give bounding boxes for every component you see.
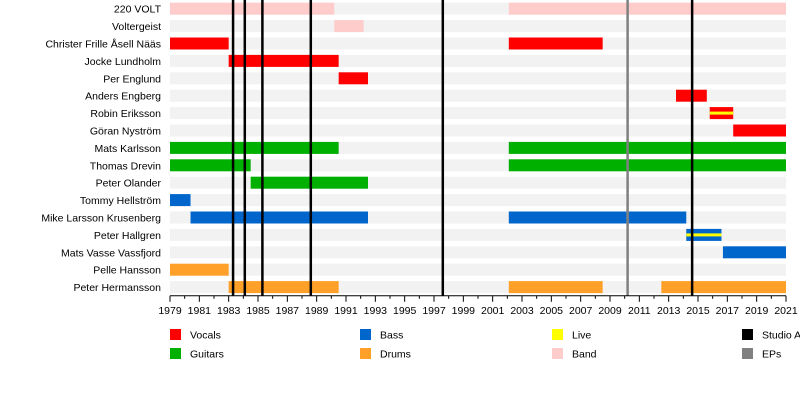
x-tick-label: 1997 [422, 305, 446, 317]
legend-swatch [170, 348, 181, 359]
x-tick-label: 1981 [188, 305, 212, 317]
row-background [170, 194, 786, 207]
member-label: Robin Eriksson [90, 108, 161, 120]
member-label: Peter Hallgren [94, 230, 161, 242]
row-background [170, 20, 786, 33]
x-tick-label: 1983 [217, 305, 241, 317]
member-bar [661, 281, 786, 294]
member-bar [508, 159, 786, 172]
legend: Vocals Guitars Bass Drums Live Band Studio A EP… [170, 329, 800, 361]
member-label: Göran Nyström [90, 126, 161, 138]
member-bar [508, 37, 603, 50]
legend-label: Guitars [190, 349, 224, 361]
member-label: Per Englund [103, 73, 161, 85]
legend-swatch [360, 348, 371, 359]
x-tick-label: 2007 [569, 305, 593, 317]
member-label: Mats Vasse Vassfjord [61, 247, 161, 259]
member-bar [722, 246, 786, 259]
row-background [170, 37, 786, 50]
member-bar [170, 2, 335, 15]
legend-label: Band [572, 349, 597, 361]
x-tick-label: 1995 [393, 305, 417, 317]
legend-label: Drums [380, 349, 411, 361]
legend-label: Vocals [190, 330, 221, 342]
release-lines [231, 0, 694, 296]
legend-label: Studio A [762, 330, 800, 342]
member-bar [190, 211, 368, 224]
live-stripe [686, 233, 722, 237]
x-tick-label: 1985 [246, 305, 270, 317]
member-bar [170, 159, 251, 172]
x-tick-label: 2009 [598, 305, 622, 317]
member-label: Anders Engberg [85, 91, 161, 103]
member-bar [733, 124, 786, 137]
x-tick-label: 1989 [305, 305, 329, 317]
row-background [170, 228, 786, 241]
row-background [170, 246, 786, 259]
x-tick-label: 1991 [334, 305, 358, 317]
member-bar [170, 141, 339, 154]
member-label: Christer Frille Åsell Nääs [45, 38, 161, 51]
x-tick-label: 2003 [510, 305, 534, 317]
legend-swatch [552, 348, 563, 359]
row-background [170, 89, 786, 102]
member-bar [170, 194, 191, 207]
x-tick-label: 2005 [540, 305, 564, 317]
member-bar [170, 37, 229, 50]
member-bar [508, 281, 603, 294]
legend-swatch [742, 329, 753, 340]
member-bar [508, 2, 786, 15]
member-bar [508, 141, 786, 154]
member-label: Voltergeist [112, 21, 161, 33]
member-label: Thomas Drevin [90, 160, 161, 172]
row-background [170, 124, 786, 137]
legend-swatch [170, 329, 181, 340]
member-label: Peter Hermansson [73, 282, 161, 294]
row-background [170, 107, 786, 120]
x-tick-label: 1979 [158, 305, 182, 317]
x-tick-label: 1987 [276, 305, 300, 317]
member-label: Pelle Hansson [93, 265, 161, 277]
x-tick-label: 2019 [745, 305, 769, 317]
x-axis: 1979 1981 1983 1985 1987 1989 1991 1993 1995 1997… [158, 295, 798, 317]
member-label: Tommy Hellström [80, 195, 161, 207]
row-background [170, 263, 786, 276]
member-bar [170, 263, 229, 276]
member-bar [334, 20, 364, 33]
legend-swatch [552, 329, 563, 340]
member-bar [508, 211, 687, 224]
x-tick-label: 2013 [657, 305, 681, 317]
member-label: Mats Karlsson [94, 143, 161, 155]
member-bar [338, 72, 368, 85]
x-tick-label: 2001 [481, 305, 505, 317]
member-label: Mike Larsson Krusenberg [41, 213, 161, 225]
member-label: Peter Olander [96, 178, 162, 190]
legend-label: EPs [762, 349, 781, 361]
legend-label: Live [572, 330, 591, 342]
x-tick-label: 1999 [452, 305, 476, 317]
live-stripe [709, 111, 734, 115]
x-tick-label: 2017 [716, 305, 740, 317]
x-tick-label: 2011 [628, 305, 651, 317]
row-background [170, 72, 786, 85]
member-label: Jocke Lundholm [85, 56, 162, 68]
legend-swatch [742, 348, 753, 359]
x-tick-label: 1993 [364, 305, 388, 317]
x-tick-label: 2015 [686, 305, 710, 317]
member-labels: 220 VOLT Voltergeist Christer Frille Åsell… [41, 4, 161, 294]
member-bar [250, 176, 368, 189]
x-tick-label: 2021 [774, 305, 798, 317]
legend-swatch [360, 329, 371, 340]
legend-label: Bass [380, 330, 403, 342]
member-label: 220 VOLT [114, 4, 162, 16]
